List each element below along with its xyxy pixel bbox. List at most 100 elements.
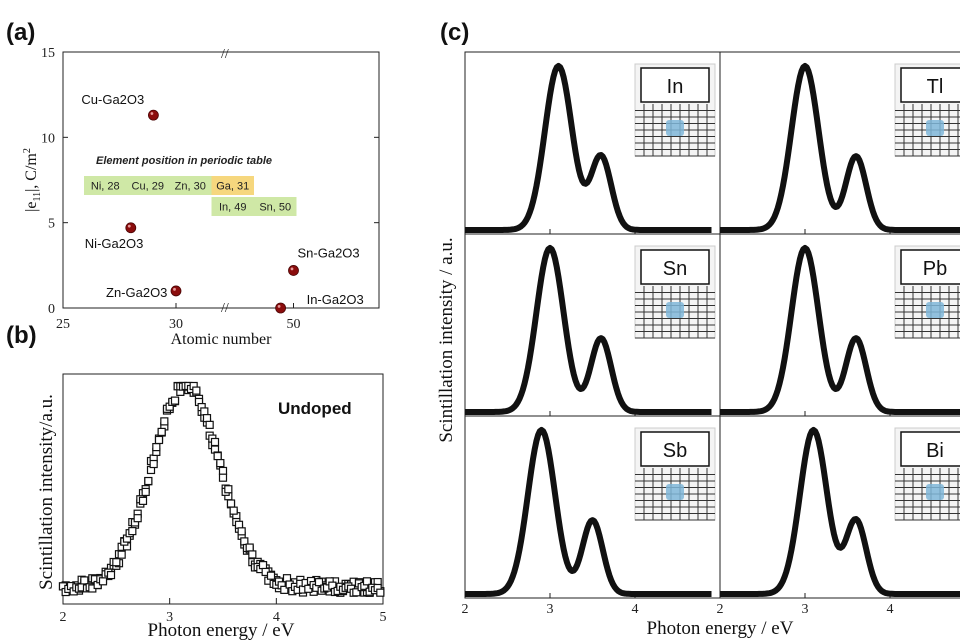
data-point [258,561,268,570]
data-point [362,577,372,586]
panel-a-break-top: // [221,47,229,62]
data-point [237,527,246,536]
crystal-sample [926,302,944,318]
panel-b-frame [62,373,384,605]
periodic-table-cell [211,197,254,216]
data-point [170,285,182,297]
data-point-highlight [290,267,294,271]
panel-a-xlabel: Atomic number [171,331,273,348]
spectrum-curve [718,245,960,415]
panel-c-label: (c) [440,19,469,46]
panel-b-xtick-label: 5 [380,610,387,625]
data-point [229,506,238,515]
data-point [314,578,324,587]
data-point [192,386,201,395]
spectrum-curve [463,63,713,233]
crystal-sample [666,484,684,500]
data-point [133,514,142,523]
periodic-table-cell [126,176,169,195]
panel-c-xtick-label: 3 [547,602,554,617]
data-point [226,499,236,508]
data-point [138,496,148,505]
data-point [154,435,164,445]
panel-a-break-bottom: // [221,301,229,316]
data-point-label: Sn-Ga2O3 [298,245,360,260]
data-point [216,458,225,468]
subplot-tl: Tl [718,51,960,235]
panel-b-xtick-label: 2 [60,610,67,625]
data-point [275,302,287,314]
undoped-series [58,381,385,597]
data-point [376,588,385,597]
spectrum-curve [718,427,960,597]
periodic-table-cell-label: Zn, 30 [175,181,206,193]
element-label: Sn [663,258,687,280]
periodic-table-cell-label: Ni, 28 [91,181,120,193]
panel-c-xtick-label: 3 [802,602,809,617]
panel-b-xtick-label: 3 [166,610,173,625]
data-point [117,550,126,559]
panel-b-xtick-label: 4 [273,610,280,625]
panel-b-label: (b) [6,322,37,349]
data-point [160,417,169,426]
subplot-sn: Sn [463,233,721,417]
crystal-sample [666,302,684,318]
periodic-table-cell-label: Cu, 29 [132,181,164,193]
data-point [200,407,209,416]
data-point [218,466,228,476]
data-point-label: Cu-Ga2O3 [81,92,144,107]
periodic-table-cell-label: Sn, 50 [259,202,291,214]
data-point [80,576,89,585]
data-point [288,265,299,276]
crystal-sample [926,120,944,136]
panel-a-ytick-label: 5 [48,217,55,232]
panel-b: (b) Undoped 2 3 4 5 Photon energy / eV Scin… [6,322,387,641]
element-label: Tl [927,76,944,98]
spectrum-curve [463,245,713,415]
spectrum-curve [718,63,960,233]
panel-c-ylabel: Scintillation intensity / a.u. [436,237,457,442]
panel-a-xtick-label: 50 [287,317,301,332]
subplot-sb: Sb [463,415,721,599]
data-point [152,443,161,452]
panel-a-ytick-label: 15 [41,46,55,61]
data-point [280,585,289,594]
subplot-pb: Pb [718,233,960,417]
element-label: Sb [663,440,687,462]
element-label-box [900,249,960,285]
data-point [144,476,153,486]
data-point [245,543,254,552]
data-point [106,570,116,580]
periodic-table-cell-label: Ga, 31 [216,181,249,193]
subplot-frame [719,415,960,599]
data-point-highlight [150,112,154,115]
data-point-highlight [277,305,281,308]
element-label: Pb [923,258,947,280]
data-point [266,571,276,580]
panel-a-label: (a) [6,19,35,46]
panel-c-xtick-label: 4 [887,602,894,617]
data-point [112,558,121,567]
periodic-table-title: Element position in periodic table [96,155,272,167]
data-point [224,485,233,494]
data-point [170,396,180,405]
panel-c-xtick-label: 4 [632,602,639,617]
data-point [157,427,166,437]
data-point [202,414,212,423]
data-point-label: Zn-Ga2O3 [106,285,167,300]
data-point [125,222,137,234]
periodic-table-inset: Element position in periodic table Ni, 2… [84,155,297,216]
element-label: In [667,76,684,98]
panel-a: (a) // // 0 5 10 15 25 30 50 Element position … [6,19,380,348]
data-point-label: Ni-Ga2O3 [85,236,144,251]
spectrum-curve [463,427,713,597]
crystal-sample [666,120,684,136]
panel-a-frame [62,51,380,309]
periodic-table-cell-label: In, 49 [219,202,247,214]
element-label-box [900,431,960,467]
data-point-highlight [173,287,176,291]
panel-a-ytick-label: 10 [41,131,55,146]
data-point [248,550,257,559]
data-point [205,420,214,429]
